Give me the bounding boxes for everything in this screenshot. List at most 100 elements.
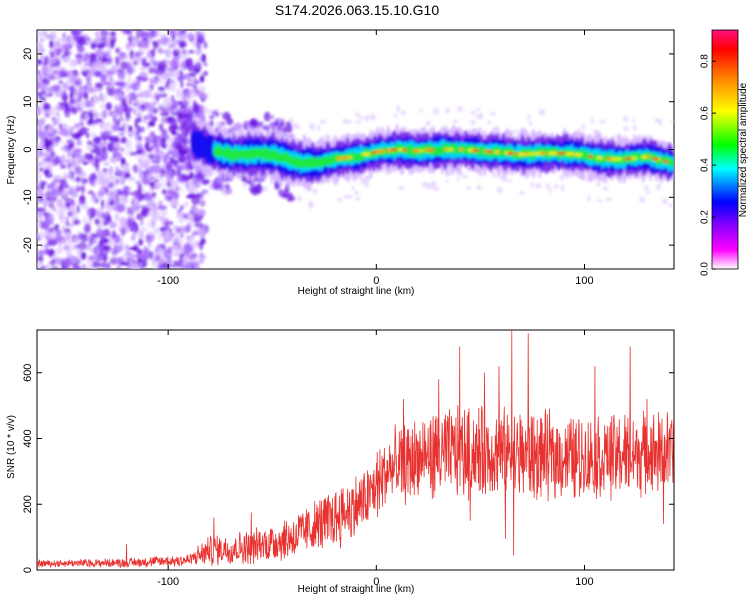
snr-x-label: Height of straight line (km): [298, 584, 415, 595]
noise-cell: [466, 185, 471, 191]
noise-cell: [178, 148, 188, 156]
noise-cell: [120, 157, 126, 165]
noise-cell: [499, 175, 505, 180]
noise-cell: [150, 93, 156, 100]
noise-cell: [529, 182, 535, 188]
noise-cell: [94, 180, 98, 186]
noise-cell: [180, 204, 184, 211]
noise-cell: [50, 265, 59, 269]
noise-cell: [124, 243, 130, 251]
noise-cell: [90, 214, 95, 219]
noise-cell: [160, 208, 168, 217]
noise-cell: [155, 154, 161, 165]
noise-cell: [205, 108, 212, 115]
noise-cell: [62, 82, 68, 90]
noise-cell: [108, 221, 117, 229]
noise-cell: [173, 251, 180, 257]
noise-cell: [69, 61, 78, 68]
noise-cell: [61, 93, 69, 102]
noise-cell: [452, 119, 459, 124]
noise-cell: [203, 41, 208, 49]
noise-cell: [59, 37, 69, 43]
noise-cell: [54, 118, 60, 123]
noise-cell: [109, 156, 119, 164]
noise-cell: [656, 183, 662, 191]
noise-cell: [68, 254, 76, 263]
figure-title: S174.2026.063.15.10.G10: [275, 2, 439, 18]
x-tick-label: -100: [157, 275, 179, 287]
noise-cell: [53, 210, 61, 214]
noise-cell: [138, 158, 143, 167]
noise-cell: [148, 37, 152, 44]
noise-cell: [55, 111, 61, 118]
noise-cell: [173, 190, 179, 201]
noise-cell: [261, 186, 269, 192]
noise-cell: [102, 228, 111, 237]
noise-cell: [82, 128, 90, 132]
noise-cell: [45, 147, 51, 151]
noise-cell: [87, 85, 95, 95]
noise-cell: [132, 99, 137, 104]
noise-cell: [46, 109, 53, 115]
noise-cell: [175, 91, 185, 99]
noise-cell: [177, 208, 182, 214]
x-tick-label: -100: [157, 576, 179, 588]
noise-cell: [186, 212, 194, 221]
noise-cell: [37, 181, 40, 187]
noise-cell: [129, 151, 138, 156]
noise-cell: [101, 68, 107, 74]
noise-cell: [197, 32, 205, 37]
noise-cell: [133, 164, 139, 174]
noise-cell: [37, 150, 41, 161]
noise-cell: [89, 52, 96, 63]
noise-cell: [127, 75, 132, 86]
noise-cell: [65, 216, 69, 222]
noise-cell: [189, 239, 199, 250]
noise-cell: [141, 209, 148, 217]
noise-cell: [38, 99, 44, 107]
noise-cell: [170, 264, 179, 268]
noise-cell: [59, 183, 63, 192]
colorbar-tick-label: 0.4: [700, 158, 711, 172]
noise-cell: [476, 107, 480, 112]
noise-cell: [194, 172, 205, 180]
noise-cell: [103, 162, 110, 166]
noise-cell: [89, 111, 94, 122]
y-tick-label: 200: [22, 495, 34, 513]
noise-cell: [45, 139, 53, 147]
noise-cell: [179, 164, 190, 170]
noise-cell: [61, 164, 67, 169]
noise-cell: [173, 260, 178, 265]
noise-cell: [105, 130, 112, 137]
noise-cell: [37, 249, 46, 257]
noise-cell: [74, 100, 79, 108]
noise-cell: [456, 176, 460, 182]
noise-cell: [63, 184, 70, 189]
noise-cell: [131, 82, 138, 92]
noise-cell: [120, 56, 128, 60]
ridge-hotspot: [624, 157, 632, 161]
noise-cell: [109, 31, 116, 36]
noise-cell: [433, 186, 440, 191]
noise-cell: [151, 220, 155, 228]
noise-cell: [114, 245, 123, 253]
noise-cell: [81, 263, 86, 269]
noise-cell: [120, 228, 126, 237]
noise-cell: [354, 197, 361, 201]
ridge-hotspot: [596, 156, 604, 160]
noise-cell: [37, 262, 41, 268]
noise-cell: [73, 244, 81, 249]
noise-cell: [37, 106, 43, 116]
noise-cell: [177, 76, 184, 83]
noise-cell: [68, 101, 73, 111]
noise-cell: [90, 66, 96, 72]
noise-cell: [124, 138, 132, 149]
noise-cell: [183, 201, 190, 208]
noise-cell: [105, 211, 110, 217]
noise-cell: [479, 112, 484, 120]
noise-cell: [83, 99, 92, 108]
noise-cell: [68, 142, 75, 149]
noise-cell: [150, 49, 156, 58]
noise-cell: [286, 124, 291, 129]
ridge-hotspot: [576, 153, 583, 157]
